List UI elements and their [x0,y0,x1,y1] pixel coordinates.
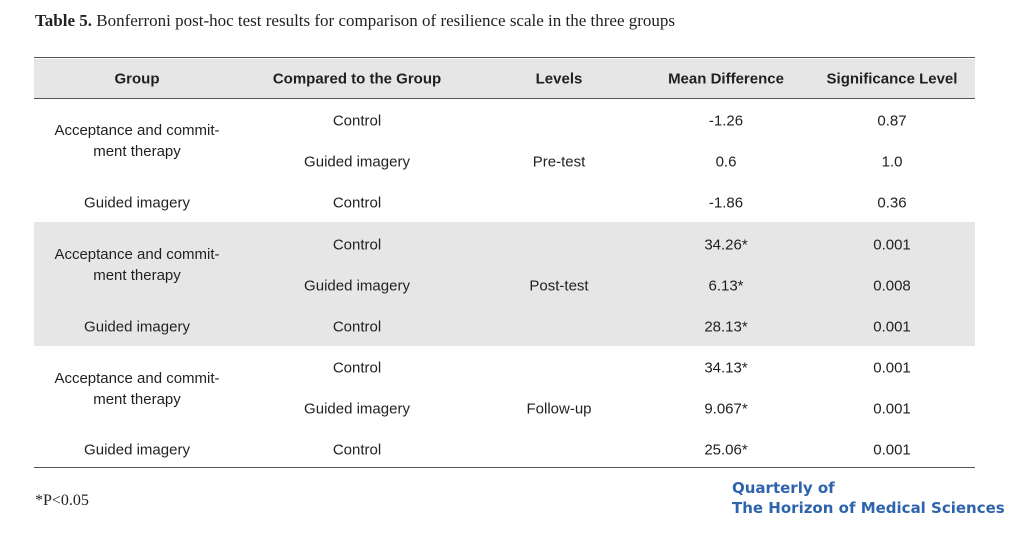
top-rule [34,57,975,58]
header-mean-difference: Mean Difference [668,70,784,88]
post-test-band [34,222,975,346]
compared-cell: Control [332,236,382,254]
table-caption: Table 5. Bonferroni post-hoc test result… [35,11,675,31]
group-cell: Acceptance and commit-ment therapy [54,370,220,408]
compared-cell: Control [332,441,382,459]
mean-diff-cell: -1.26 [708,112,744,130]
significance-cell: 0.36 [877,194,907,212]
level-cell: Post-test [529,277,589,295]
significance-cell: 0.008 [873,277,911,295]
compared-cell: Guided imagery [304,153,410,171]
header-significance: Significance Level [826,70,958,88]
mean-diff-cell: 34.26* [704,236,748,254]
significance-cell: 0.001 [873,318,911,336]
mean-diff-cell: 34.13* [704,359,748,377]
group-cell: Guided imagery [84,318,190,336]
compared-cell: Control [332,359,382,377]
mean-diff-cell: -1.86 [708,194,744,212]
header-compared: Compared to the Group [272,70,442,88]
journal-brand: Quarterly of The Horizon of Medical Scie… [732,478,1005,518]
compared-cell: Control [332,194,382,212]
mean-diff-cell: 25.06* [704,441,748,459]
significance-cell: 0.001 [873,359,911,377]
brand-line-2: The Horizon of Medical Sciences [732,499,1005,517]
group-cell: Acceptance and commit-ment therapy [54,122,220,160]
group-cell: Acceptance and commit-ment therapy [54,246,220,284]
significance-cell: 1.0 [881,153,903,171]
header-levels: Levels [535,70,583,88]
compared-cell: Control [332,112,382,130]
header-rule [34,98,975,99]
group-cell: Guided imagery [84,441,190,459]
compared-cell: Control [332,318,382,336]
compared-cell: Guided imagery [304,277,410,295]
group-cell: Guided imagery [84,194,190,212]
mean-diff-cell: 0.6 [715,153,737,171]
level-cell: Follow-up [526,400,592,418]
header-band [34,59,975,98]
caption-text: Bonferroni post-hoc test results for com… [96,11,676,30]
header-group: Group [114,70,160,88]
mean-diff-cell: 6.13* [708,277,744,295]
bottom-rule [34,467,975,468]
level-cell: Pre-test [532,153,586,171]
footnote: *P<0.05 [35,492,89,509]
significance-cell: 0.001 [873,400,911,418]
mean-diff-cell: 9.067* [704,400,748,418]
brand-line-1: Quarterly of [732,479,835,497]
caption-label: Table 5. [35,11,93,30]
significance-cell: 0.001 [873,236,911,254]
compared-cell: Guided imagery [304,400,410,418]
mean-diff-cell: 28.13* [704,318,748,336]
significance-cell: 0.001 [873,441,911,459]
significance-cell: 0.87 [877,112,907,130]
